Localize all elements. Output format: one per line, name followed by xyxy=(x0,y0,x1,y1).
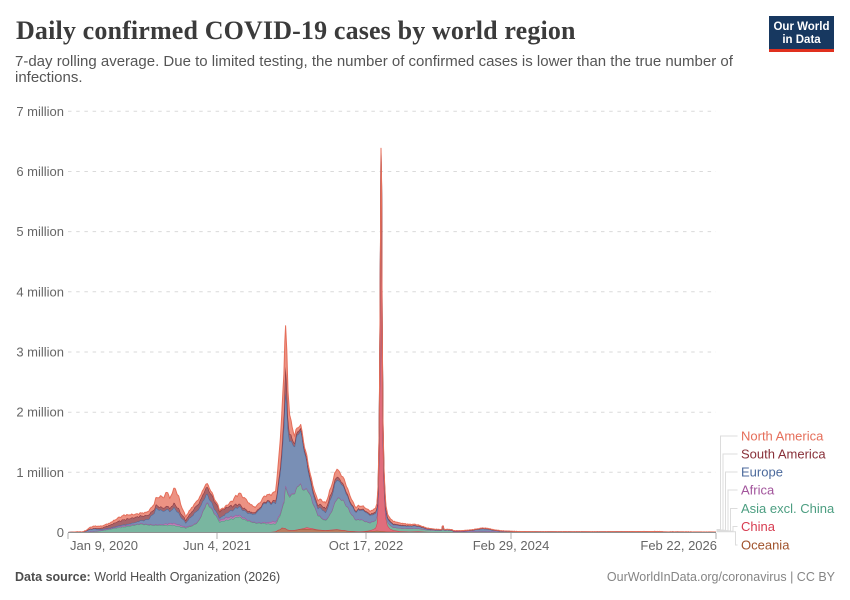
svg-text:3 million: 3 million xyxy=(16,345,64,360)
svg-text:Feb 29, 2024: Feb 29, 2024 xyxy=(473,538,550,553)
svg-text:Jun 4, 2021: Jun 4, 2021 xyxy=(183,538,251,553)
svg-text:North America: North America xyxy=(741,429,824,444)
svg-text:Asia excl. China: Asia excl. China xyxy=(741,501,835,516)
svg-text:4 million: 4 million xyxy=(16,284,64,299)
svg-text:Oceania: Oceania xyxy=(741,538,790,553)
svg-text:Europe: Europe xyxy=(741,465,783,480)
svg-text:China: China xyxy=(741,519,776,534)
svg-text:1 million: 1 million xyxy=(16,465,64,480)
svg-text:Feb 22, 2026: Feb 22, 2026 xyxy=(640,538,717,553)
svg-text:2 million: 2 million xyxy=(16,405,64,420)
svg-text:5 million: 5 million xyxy=(16,224,64,239)
svg-text:South America: South America xyxy=(741,447,826,462)
svg-text:7 million: 7 million xyxy=(16,104,64,119)
svg-text:6 million: 6 million xyxy=(16,164,64,179)
svg-text:Africa: Africa xyxy=(741,483,775,498)
svg-text:Jan 9, 2020: Jan 9, 2020 xyxy=(70,538,138,553)
svg-text:Oct 17, 2022: Oct 17, 2022 xyxy=(329,538,403,553)
svg-text:0: 0 xyxy=(57,525,64,540)
